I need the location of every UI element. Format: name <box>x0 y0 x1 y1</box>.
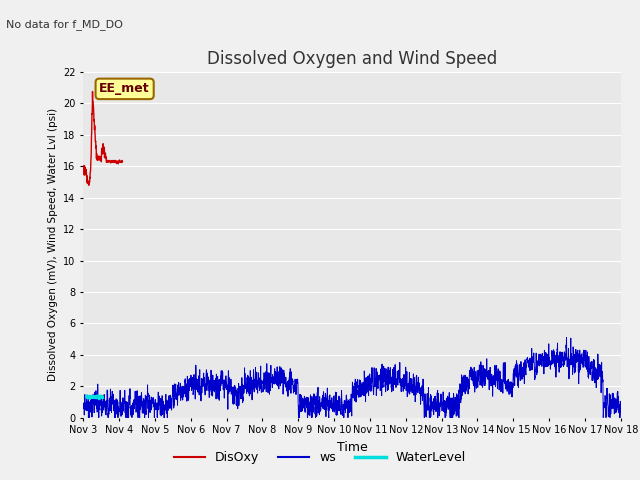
Text: No data for f_MD_DO: No data for f_MD_DO <box>6 19 124 30</box>
Legend: DisOxy, ws, WaterLevel: DisOxy, ws, WaterLevel <box>169 446 471 469</box>
Y-axis label: Dissolved Oxygen (mV), Wind Speed, Water Lvl (psi): Dissolved Oxygen (mV), Wind Speed, Water… <box>47 108 58 382</box>
Title: Dissolved Oxygen and Wind Speed: Dissolved Oxygen and Wind Speed <box>207 49 497 68</box>
X-axis label: Time: Time <box>337 441 367 454</box>
Text: EE_met: EE_met <box>99 83 150 96</box>
